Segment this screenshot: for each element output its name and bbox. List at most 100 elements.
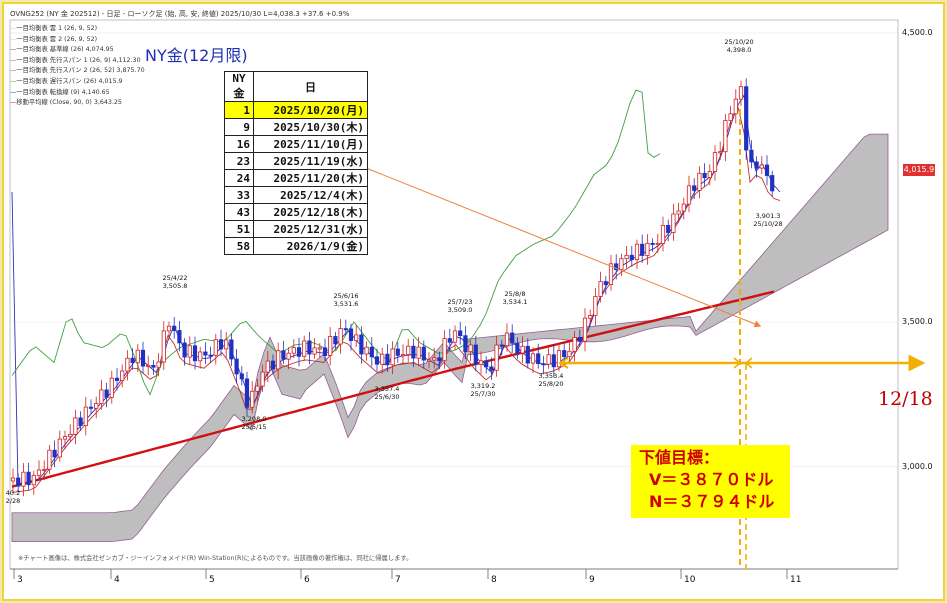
candlestick-series [10,78,775,497]
price-annotation-bottom: 3,509.0 [447,306,473,314]
legend-label: 一目均衡表 転換線 (9) 4,140.65 [16,88,110,96]
x-tick-label: 8 [491,575,497,585]
chikou-line [11,89,661,396]
candle-body [104,389,109,398]
candle-body [146,364,151,367]
candle-body [484,360,489,368]
tenkan-line [11,93,781,485]
candle-body [504,332,510,347]
legend-label: 一目均衡表 雲 2 (26, 9, 52) [16,35,98,43]
candle-body [468,344,473,352]
target-v: V＝３８７０ドル [649,470,774,489]
candle-body [359,334,364,355]
candle-body [754,161,759,169]
candle-body [120,370,125,381]
x-tick-label: 5 [209,575,215,585]
table-cell-count: 51 [224,220,254,238]
legend-item: —一目均衡表 雲 2 (26, 9, 52) [10,35,145,46]
price-annotation: 25/8/8 3,534.1 [498,290,532,306]
price-annotation-bottom: 4,398.0 [726,46,752,54]
legend-item: —移動平均線 (Close, 90, 0) 3,643.25 [10,98,145,109]
indicator-legend: —一目均衡表 雲 1 (26, 9, 52) —一目均衡表 雲 2 (26, 9,… [10,24,145,109]
candle-body [614,263,619,270]
chart-title: NY金(12月限) [145,46,248,65]
candle-body [452,330,458,343]
candle-body [567,350,572,358]
table-cell-date: 2025/11/20(木) [253,169,368,187]
legend-swatch: — [10,56,17,64]
candle-body [764,164,770,176]
table-cell-date: 2025/10/20(月) [253,101,368,119]
price-annotation: 3,901.3 25/10/28 [751,212,785,228]
candle-body [177,330,182,344]
table-cell-date: 2025/11/10(月) [253,135,368,153]
legend-swatch: — [10,25,17,32]
candle-body [390,348,395,366]
candle-body [619,258,624,270]
candle-body [213,339,218,356]
candle-body [322,347,328,356]
candle-body [276,350,281,370]
candle-body [312,347,317,355]
y-tick-label: 3,500.0 [902,317,933,326]
candle-body [400,354,406,357]
candle-body [156,361,161,368]
candle-body [208,354,213,357]
table-cell-count: 33 [224,186,254,204]
candle-body [57,438,62,458]
candle-body [676,210,681,215]
price-annotation-top: 25/4/22 [162,274,188,282]
price-annotation-top: 25/6/16 [333,292,359,300]
price-annotation-bottom: 25/8/20 [538,380,564,388]
candle-body [697,172,702,191]
candle-body [655,243,660,246]
candle-body [182,342,187,358]
moving-average-90-line [11,290,775,488]
legend-item: —一目均衡表 遅行スパン (26) 4,015.9 [10,77,145,88]
candle-body [114,377,120,381]
candle-body [83,406,88,427]
candle-body [296,347,302,357]
y-tick-label: 3,000.0 [902,461,933,471]
candle-body [728,113,733,122]
last-price-box: 4,015.9 [903,164,935,176]
price-annotation-bottom: 3,531.6 [333,300,359,308]
candle-body [198,351,203,362]
candle-body [255,385,260,392]
table-header-count: NY金 [224,71,254,102]
date-count-table: NY金 日 1 2025/10/20(月) 9 2025/10/30(木) 16 2025… [224,71,368,255]
candle-body [640,243,645,256]
copyright-footnote: ※チャート画像は、株式会社ゼンカブ・ジーインフォメイド(R) Win-Stati… [18,555,413,562]
legend-label: 移動平均線 (Close, 90, 0) 3,643.25 [16,99,122,107]
legend-item: —一目均衡表 先行スパン 1 (26, 9) 4,112.30 [10,56,145,67]
legend-swatch: — [10,99,17,107]
candle-body [520,345,525,354]
legend-swatch: — [10,88,17,96]
candle-body [660,224,666,244]
legend-item: —一目均衡表 雲 1 (26, 9, 52) [10,24,145,35]
candle-body [36,469,42,476]
table-row: 24 2025/11/20(木) [224,169,368,187]
candle-body [374,356,380,365]
candle-body [525,345,530,364]
table-row: 58 2026/1/9(金) [224,237,368,255]
candle-body [348,328,354,341]
price-annotation-bottom: 25/10/28 [753,220,783,228]
price-annotation: 40.2 2/28 [0,489,30,505]
candle-body [702,172,707,179]
candle-body [21,471,26,487]
candle-body [603,281,608,285]
x-tick-label: 9 [589,575,595,585]
candle-body [562,350,567,358]
candle-body [541,363,546,366]
candle-body [187,345,192,358]
legend-label: 一目均衡表 先行スパン 2 (26, 52) 3,875.70 [16,67,145,75]
target-n: N＝３７９４ドル [649,492,775,511]
table-row: 23 2025/11/19(水) [224,152,368,170]
table-cell-date: 2025/12/18(木) [253,203,368,221]
candle-body [88,406,94,409]
table-header-day: 日 [253,71,368,102]
candle-body [551,354,556,368]
candle-body [588,315,593,319]
candle-body [494,344,499,371]
